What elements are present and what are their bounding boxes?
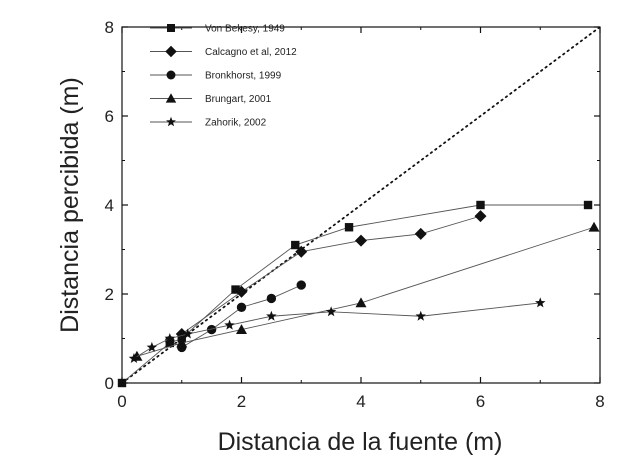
y-tick-label: 8 bbox=[105, 18, 114, 37]
legend-marker-triangle bbox=[165, 93, 177, 103]
data-point-triangle bbox=[588, 221, 600, 232]
data-point-square bbox=[476, 200, 485, 210]
legend-marker-square bbox=[167, 24, 175, 32]
series-line-triangle bbox=[136, 226, 595, 357]
data-point-square bbox=[344, 223, 354, 232]
x-tick-label: 0 bbox=[117, 392, 126, 411]
legend-marker-circle bbox=[166, 70, 176, 80]
series-circle bbox=[165, 280, 306, 353]
y-tick-label: 4 bbox=[105, 196, 114, 215]
legend-item-diamond: Calcagno et al, 2012 bbox=[150, 45, 297, 58]
legend-label: Bronkhorst, 1999 bbox=[205, 71, 282, 82]
legend-item-star: Zahorik, 2002 bbox=[150, 116, 267, 129]
data-point-star bbox=[266, 310, 277, 321]
data-point-diamond bbox=[295, 245, 308, 258]
series-line-square bbox=[121, 204, 589, 384]
data-point-star bbox=[535, 297, 546, 308]
data-point-square bbox=[291, 240, 300, 250]
data-point-star bbox=[182, 328, 193, 339]
data-point-star bbox=[128, 353, 140, 363]
legend-label: Von Bekesy, 1949 bbox=[205, 24, 285, 35]
data-point-square bbox=[583, 200, 593, 210]
series-layer bbox=[117, 200, 600, 388]
series-line-diamond bbox=[181, 215, 481, 335]
data-point-circle bbox=[266, 293, 277, 304]
data-point-star bbox=[415, 310, 426, 321]
y-axis-title: Distancia percibida (m) bbox=[56, 77, 84, 333]
series-square bbox=[117, 200, 593, 388]
legend-marker-diamond bbox=[165, 45, 177, 58]
data-point-circle bbox=[206, 324, 217, 335]
legend-marker-star bbox=[166, 116, 176, 127]
y-tick-label: 0 bbox=[105, 374, 114, 393]
data-point-diamond bbox=[235, 285, 248, 298]
data-point-diamond bbox=[175, 328, 188, 341]
axes-layer: 0 2 4 6 8 0 2 4 6 8 bbox=[105, 18, 605, 411]
data-point-star bbox=[146, 341, 158, 352]
y-tick-label: 2 bbox=[105, 285, 114, 304]
x-tick-label: 4 bbox=[356, 392, 365, 411]
legend-item-circle: Bronkhorst, 1999 bbox=[150, 71, 282, 82]
reference-diagonal-layer bbox=[121, 26, 601, 384]
series-diamond bbox=[175, 210, 487, 341]
y-tick-label: 6 bbox=[105, 107, 114, 126]
x-tick-label: 6 bbox=[476, 392, 485, 411]
reference-diagonal-line bbox=[121, 26, 601, 384]
data-point-square bbox=[231, 285, 240, 294]
data-point-diamond bbox=[355, 234, 367, 247]
legend-item-square: Von Bekesy, 1949 bbox=[150, 24, 285, 35]
legend-item-triangle: Brungart, 2001 bbox=[150, 93, 272, 105]
data-point-circle bbox=[296, 280, 306, 290]
data-point-star bbox=[325, 306, 337, 317]
legend: Von Bekesy, 1949 Calcagno et al, 2012 Bron… bbox=[150, 24, 297, 129]
series-star bbox=[128, 297, 546, 363]
x-axis-title: Distancia de la fuente (m) bbox=[218, 428, 503, 456]
data-point-circle bbox=[236, 302, 247, 313]
data-point-triangle bbox=[176, 337, 188, 348]
series-line-star bbox=[133, 302, 541, 359]
legend-label: Brungart, 2001 bbox=[205, 94, 272, 105]
data-point-diamond bbox=[474, 210, 487, 223]
series-triangle bbox=[131, 221, 600, 361]
legend-label: Calcagno et al, 2012 bbox=[205, 47, 297, 58]
series-line-circle bbox=[169, 284, 302, 348]
data-point-star bbox=[224, 319, 235, 330]
data-point-triangle bbox=[355, 297, 367, 308]
legend-label: Zahorik, 2002 bbox=[205, 118, 267, 129]
x-tick-label: 2 bbox=[237, 392, 246, 411]
data-point-triangle bbox=[236, 324, 247, 334]
data-point-star bbox=[164, 333, 176, 343]
data-point-diamond bbox=[414, 227, 427, 240]
x-tick-label: 8 bbox=[595, 392, 604, 411]
